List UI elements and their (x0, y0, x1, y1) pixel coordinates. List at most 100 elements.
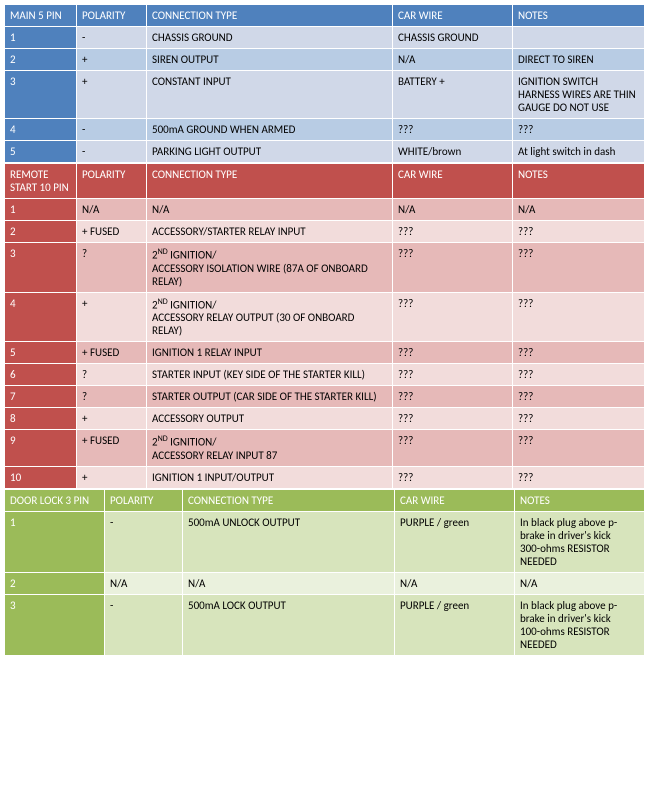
header-polarity: POLARITY (77, 164, 147, 199)
notes-cell: ??? (513, 243, 645, 293)
carwire-cell: CHASSIS GROUND (393, 27, 513, 49)
table-row: 8+ACCESSORY OUTPUT?????? (5, 408, 645, 430)
connection-cell: SIREN OUTPUT (147, 49, 393, 71)
table-header: REMOTE START 10 PINPOLARITYCONNECTION TY… (5, 164, 645, 199)
carwire-cell: PURPLE / green (395, 594, 515, 655)
header-notes: NOTES (513, 5, 645, 27)
polarity-cell: N/A (105, 572, 183, 594)
table-row: 2+SIREN OUTPUTN/ADIRECT TO SIREN (5, 49, 645, 71)
table-row: 2N/AN/AN/AN/A (5, 572, 645, 594)
polarity-cell: + (77, 408, 147, 430)
pin-cell: 2 (5, 572, 105, 594)
table-header: MAIN 5 PINPOLARITYCONNECTION TYPECAR WIR… (5, 5, 645, 27)
notes-cell: ??? (513, 408, 645, 430)
table-row: 1-500mA UNLOCK OUTPUTPURPLE / greenIn bl… (5, 511, 645, 572)
header-pin: REMOTE START 10 PIN (5, 164, 77, 199)
pin-cell: 7 (5, 386, 77, 408)
connection-cell: 2ND IGNITION/ACCESSORY RELAY INPUT 87 (147, 430, 393, 467)
carwire-cell: N/A (393, 49, 513, 71)
polarity-cell: + (77, 466, 147, 488)
polarity-cell: + FUSED (77, 342, 147, 364)
polarity-cell: - (77, 119, 147, 141)
carwire-cell: ??? (393, 342, 513, 364)
carwire-cell: ??? (393, 292, 513, 342)
polarity-cell: - (77, 27, 147, 49)
notes-cell: N/A (513, 199, 645, 221)
connection-cell: 500mA GROUND WHEN ARMED (147, 119, 393, 141)
carwire-cell: ??? (393, 466, 513, 488)
header-notes: NOTES (515, 489, 645, 511)
header-car: CAR WIRE (393, 5, 513, 27)
pin-cell: 6 (5, 364, 77, 386)
connection-cell: PARKING LIGHT OUTPUT (147, 141, 393, 163)
polarity-cell: + (77, 292, 147, 342)
pin-cell: 9 (5, 430, 77, 467)
polarity-cell: ? (77, 386, 147, 408)
notes-cell: ??? (513, 386, 645, 408)
section-remote10: REMOTE START 10 PINPOLARITYCONNECTION TY… (4, 163, 645, 489)
connection-cell: STARTER INPUT (KEY SIDE OF THE STARTER K… (147, 364, 393, 386)
connection-cell: CONSTANT INPUT (147, 71, 393, 119)
carwire-cell: ??? (393, 243, 513, 293)
connection-cell: 500mA UNLOCK OUTPUT (183, 511, 395, 572)
polarity-cell: + FUSED (77, 221, 147, 243)
header-polarity: POLARITY (77, 5, 147, 27)
pin-cell: 2 (5, 49, 77, 71)
polarity-cell: - (105, 511, 183, 572)
header-car: CAR WIRE (395, 489, 515, 511)
header-car: CAR WIRE (393, 164, 513, 199)
notes-cell: ??? (513, 292, 645, 342)
polarity-cell: + (77, 71, 147, 119)
connection-cell: 500mA LOCK OUTPUT (183, 594, 395, 655)
table-row: 4-500mA GROUND WHEN ARMED?????? (5, 119, 645, 141)
carwire-cell: N/A (393, 199, 513, 221)
pin-cell: 1 (5, 27, 77, 49)
pin-cell: 3 (5, 243, 77, 293)
table-row: 2+ FUSEDACCESSORY/STARTER RELAY INPUT???… (5, 221, 645, 243)
pin-cell: 1 (5, 511, 105, 572)
table-row: 7?STARTER OUTPUT (CAR SIDE OF THE STARTE… (5, 386, 645, 408)
section-main5: MAIN 5 PINPOLARITYCONNECTION TYPECAR WIR… (4, 4, 645, 163)
header-notes: NOTES (513, 164, 645, 199)
notes-cell: ??? (513, 221, 645, 243)
notes-cell (513, 27, 645, 49)
section-doorlock3: DOOR LOCK 3 PINPOLARITYCONNECTION TYPECA… (4, 489, 645, 656)
polarity-cell: + FUSED (77, 430, 147, 467)
notes-cell: At light switch in dash (513, 141, 645, 163)
pin-cell: 8 (5, 408, 77, 430)
connection-cell: 2ND IGNITION/ACCESSORY RELAY OUTPUT (30 … (147, 292, 393, 342)
table-row: 10+IGNITION 1 INPUT/OUTPUT?????? (5, 466, 645, 488)
table-row: 4+2ND IGNITION/ACCESSORY RELAY OUTPUT (3… (5, 292, 645, 342)
pin-cell: 1 (5, 199, 77, 221)
table-row: 3?2ND IGNITION/ACCESSORY ISOLATION WIRE … (5, 243, 645, 293)
connection-cell: STARTER OUTPUT (CAR SIDE OF THE STARTER … (147, 386, 393, 408)
carwire-cell: ??? (393, 430, 513, 467)
carwire-cell: ??? (393, 408, 513, 430)
polarity-cell: - (77, 141, 147, 163)
connection-cell: ACCESSORY OUTPUT (147, 408, 393, 430)
polarity-cell: - (105, 594, 183, 655)
carwire-cell: ??? (393, 119, 513, 141)
header-polarity: POLARITY (105, 489, 183, 511)
table-row: 3+CONSTANT INPUTBATTERY +IGNITION SWITCH… (5, 71, 645, 119)
table-row: 6?STARTER INPUT (KEY SIDE OF THE STARTER… (5, 364, 645, 386)
carwire-cell: N/A (395, 572, 515, 594)
notes-cell: ??? (513, 364, 645, 386)
header-pin: MAIN 5 PIN (5, 5, 77, 27)
notes-cell: In black plug above p-brake in driver's … (515, 511, 645, 572)
table-row: 3-500mA LOCK OUTPUTPURPLE / greenIn blac… (5, 594, 645, 655)
pin-cell: 5 (5, 342, 77, 364)
connection-cell: IGNITION 1 INPUT/OUTPUT (147, 466, 393, 488)
carwire-cell: ??? (393, 364, 513, 386)
notes-cell: In black plug above p-brake in driver's … (515, 594, 645, 655)
table-row: 5+ FUSEDIGNITION 1 RELAY INPUT?????? (5, 342, 645, 364)
notes-cell: N/A (515, 572, 645, 594)
carwire-cell: ??? (393, 221, 513, 243)
wiring-tables: MAIN 5 PINPOLARITYCONNECTION TYPECAR WIR… (4, 4, 644, 656)
connection-cell: CHASSIS GROUND (147, 27, 393, 49)
header-pin: DOOR LOCK 3 PIN (5, 489, 105, 511)
carwire-cell: PURPLE / green (395, 511, 515, 572)
pin-cell: 5 (5, 141, 77, 163)
connection-cell: N/A (183, 572, 395, 594)
carwire-cell: BATTERY + (393, 71, 513, 119)
